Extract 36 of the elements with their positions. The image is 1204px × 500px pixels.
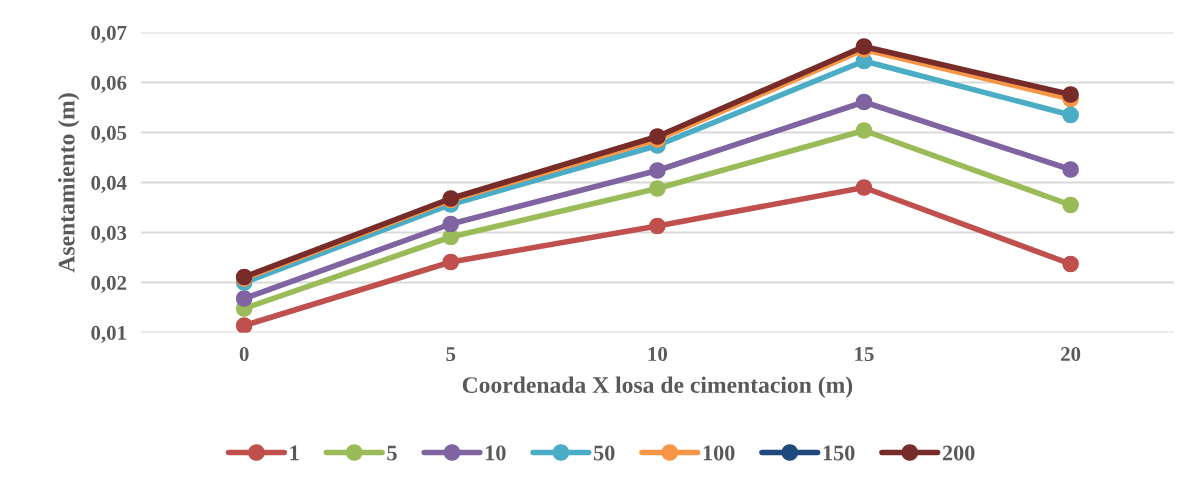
point <box>649 162 666 179</box>
point <box>442 215 460 233</box>
point <box>1062 196 1079 214</box>
point <box>235 290 253 307</box>
y-tick-label: 0,05 <box>91 125 127 143</box>
x-tick-label: 5 <box>446 347 456 362</box>
legend-label: 10 <box>486 445 506 461</box>
point <box>649 180 666 197</box>
point <box>1062 255 1079 273</box>
y-tick-label: 0,03 <box>91 225 127 243</box>
legend-label: 150 <box>823 445 855 461</box>
legend-label: 100 <box>703 445 735 461</box>
legend-label: 5 <box>387 445 397 461</box>
point <box>855 93 873 111</box>
point <box>1062 106 1079 124</box>
y-tick-label: 0,01 <box>91 325 126 343</box>
point <box>1062 86 1079 103</box>
point <box>855 122 873 139</box>
point <box>855 179 873 196</box>
x-tick-label: 0 <box>239 346 249 362</box>
legend-label: 1 <box>290 445 299 461</box>
point <box>235 317 253 333</box>
y-axis-title: Asentamiento (m) <box>58 93 80 273</box>
x-tick-label: 20 <box>1061 346 1081 362</box>
legend-label: 200 <box>942 445 975 461</box>
point <box>1062 161 1079 178</box>
point <box>442 253 460 271</box>
y-tick-label: 0,07 <box>91 25 127 43</box>
x-tick-label: 10 <box>648 346 668 362</box>
point <box>649 217 666 235</box>
y-tick-label: 0,02 <box>91 275 127 293</box>
y-tick-label: 0,04 <box>91 175 127 193</box>
x-axis-title: Coordenada X losa de cimentacion (m) <box>462 376 853 398</box>
y-tick-label: 0,06 <box>91 75 127 93</box>
legend-label: 50 <box>594 445 615 461</box>
x-tick-label: 15 <box>855 347 874 362</box>
